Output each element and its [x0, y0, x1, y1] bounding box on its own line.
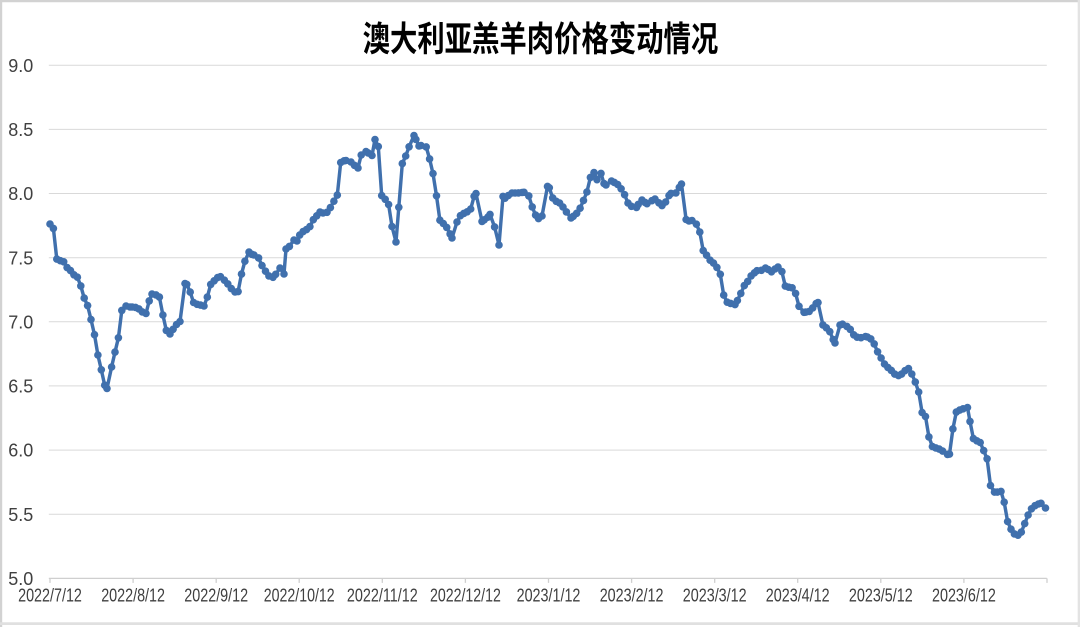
svg-text:2023/5/12: 2023/5/12 [849, 584, 913, 605]
svg-text:2023/6/12: 2023/6/12 [932, 584, 996, 605]
svg-text:6.5: 6.5 [8, 376, 33, 397]
svg-text:2022/10/12: 2022/10/12 [264, 584, 335, 605]
svg-text:2022/9/12: 2022/9/12 [184, 584, 248, 605]
svg-text:6.0: 6.0 [8, 440, 33, 461]
svg-text:7.5: 7.5 [8, 247, 33, 268]
svg-text:9.0: 9.0 [8, 55, 33, 76]
svg-text:5.5: 5.5 [8, 504, 33, 525]
svg-text:7.0: 7.0 [8, 311, 33, 332]
svg-text:2023/4/12: 2023/4/12 [766, 584, 830, 605]
svg-text:5.0: 5.0 [8, 568, 33, 589]
svg-text:2023/2/12: 2023/2/12 [600, 584, 664, 605]
svg-text:8.5: 8.5 [8, 119, 33, 140]
svg-text:8.0: 8.0 [8, 183, 33, 204]
svg-text:2023/1/12: 2023/1/12 [517, 584, 581, 605]
svg-text:2022/11/12: 2022/11/12 [347, 584, 418, 605]
svg-text:2022/7/12: 2022/7/12 [18, 584, 82, 605]
svg-text:2022/8/12: 2022/8/12 [101, 584, 165, 605]
svg-text:2023/3/12: 2023/3/12 [683, 584, 747, 605]
svg-text:2022/12/12: 2022/12/12 [430, 584, 501, 605]
